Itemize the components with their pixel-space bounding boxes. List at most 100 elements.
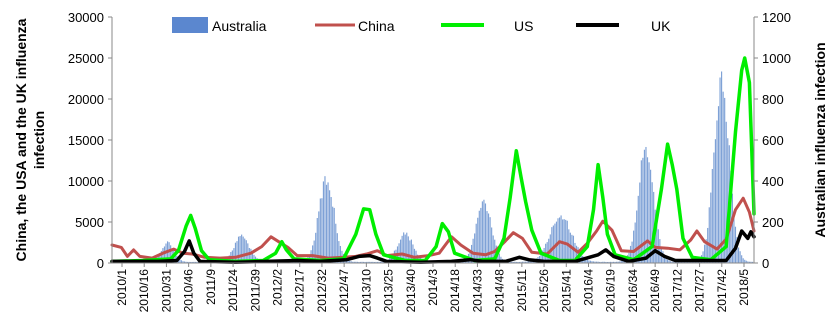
australia-bar [525,261,527,263]
australia-bar [358,261,360,263]
australia-bar [691,261,693,263]
australia-bar [693,261,695,263]
australia-bar [162,248,164,263]
australia-bar [315,232,317,263]
australia-bar [296,261,298,263]
australia-bar [319,198,321,263]
australia-bar [403,232,405,263]
australia-bar [316,218,318,263]
left-tick-label: 5000 [75,215,104,230]
australia-bar [725,121,727,264]
australia-bar [586,259,588,263]
right-tick-label: 600 [762,133,784,148]
australia-bars [111,71,754,264]
australia-bar [648,162,650,263]
australia-bar [191,261,193,263]
australia-bar [361,261,363,263]
australia-bar [682,261,684,263]
australia-bar [359,261,362,263]
x-tick-label: 2016/49 [648,269,662,313]
right-tick-label: 1000 [762,51,791,66]
right-tick-label: 400 [762,174,784,189]
australia-bar [679,261,681,263]
australia-bar [680,261,683,263]
australia-bar [197,261,199,263]
australia-bar [673,261,675,263]
australia-bar [193,261,195,263]
right-tick-label: 800 [762,92,784,107]
australia-bar [637,195,639,263]
australia-bar [555,221,558,263]
australia-bar [474,233,476,263]
australia-bar [670,261,672,263]
legend-label-china: China [358,18,395,34]
australia-bar [620,261,622,263]
australia-bar [188,261,190,263]
left-tick-label: 15000 [68,133,104,148]
australia-bar [690,261,692,263]
australia-bar [719,77,721,264]
australia-bar [724,97,726,264]
right-tick-label: 200 [762,215,784,230]
australia-bar [196,261,198,263]
australia-bar [512,261,514,263]
australia-bar [520,261,522,263]
australia-bar [640,160,642,263]
australia-bar [727,138,729,263]
australia-bar [250,248,252,263]
australia-bar [379,261,382,263]
x-tick-label: 2014/48 [493,269,507,313]
x-tick-label: 2017/42 [715,269,729,313]
australia-bar [713,152,715,263]
australia-bar [606,261,608,263]
australia-bar [322,181,325,263]
australia-bar [683,261,686,263]
australia-bar [554,223,556,263]
australia-bar [745,260,747,263]
australia-bar [650,169,652,263]
australia-bar [704,244,706,263]
australia-bar [747,261,749,263]
australia-bar [477,217,479,263]
x-tick-label: 2010/1 [115,269,129,306]
australia-bar [404,234,406,263]
australia-bar [639,182,641,263]
axis-titles: China, the USA and the UK influenza infec… [13,18,828,261]
australia-bar [549,234,551,263]
australia-bar [611,261,613,263]
axes: 0 5000 10000 15000 20000 25000 30000 0 200 400 600… [68,10,791,312]
australia-bar [381,261,383,263]
australia-bar [180,260,183,263]
australia-bar [714,139,716,263]
australia-bar [324,176,326,263]
australia-bar [333,207,335,263]
australia-bar [737,247,740,263]
australia-bar [237,236,240,263]
australia-bar [325,184,328,263]
australia-bar [251,253,254,263]
australia-bar [160,251,162,263]
australia-bar [472,238,474,263]
australia-bar [475,223,477,263]
australia-bar [528,261,530,263]
australia-bar [291,261,294,263]
x-tick-label: 2015/41 [559,269,573,313]
australia-bar [190,261,192,263]
australia-bar [330,197,332,263]
x-tick-label: 2013/25 [382,269,396,313]
australia-bar [585,258,587,263]
australia-bar [353,261,355,263]
australia-bar [733,210,735,263]
left-tick-label: 25000 [68,51,104,66]
australia-bar [239,236,241,263]
australia-bar [711,168,713,263]
australia-bar [629,245,632,263]
australia-bar [336,233,338,263]
australia-bar [619,261,621,263]
australia-bar [523,261,525,263]
australia-bar [531,260,533,263]
australia-bar [355,261,357,263]
australia-bar [478,210,480,263]
australia-bar [526,261,528,263]
